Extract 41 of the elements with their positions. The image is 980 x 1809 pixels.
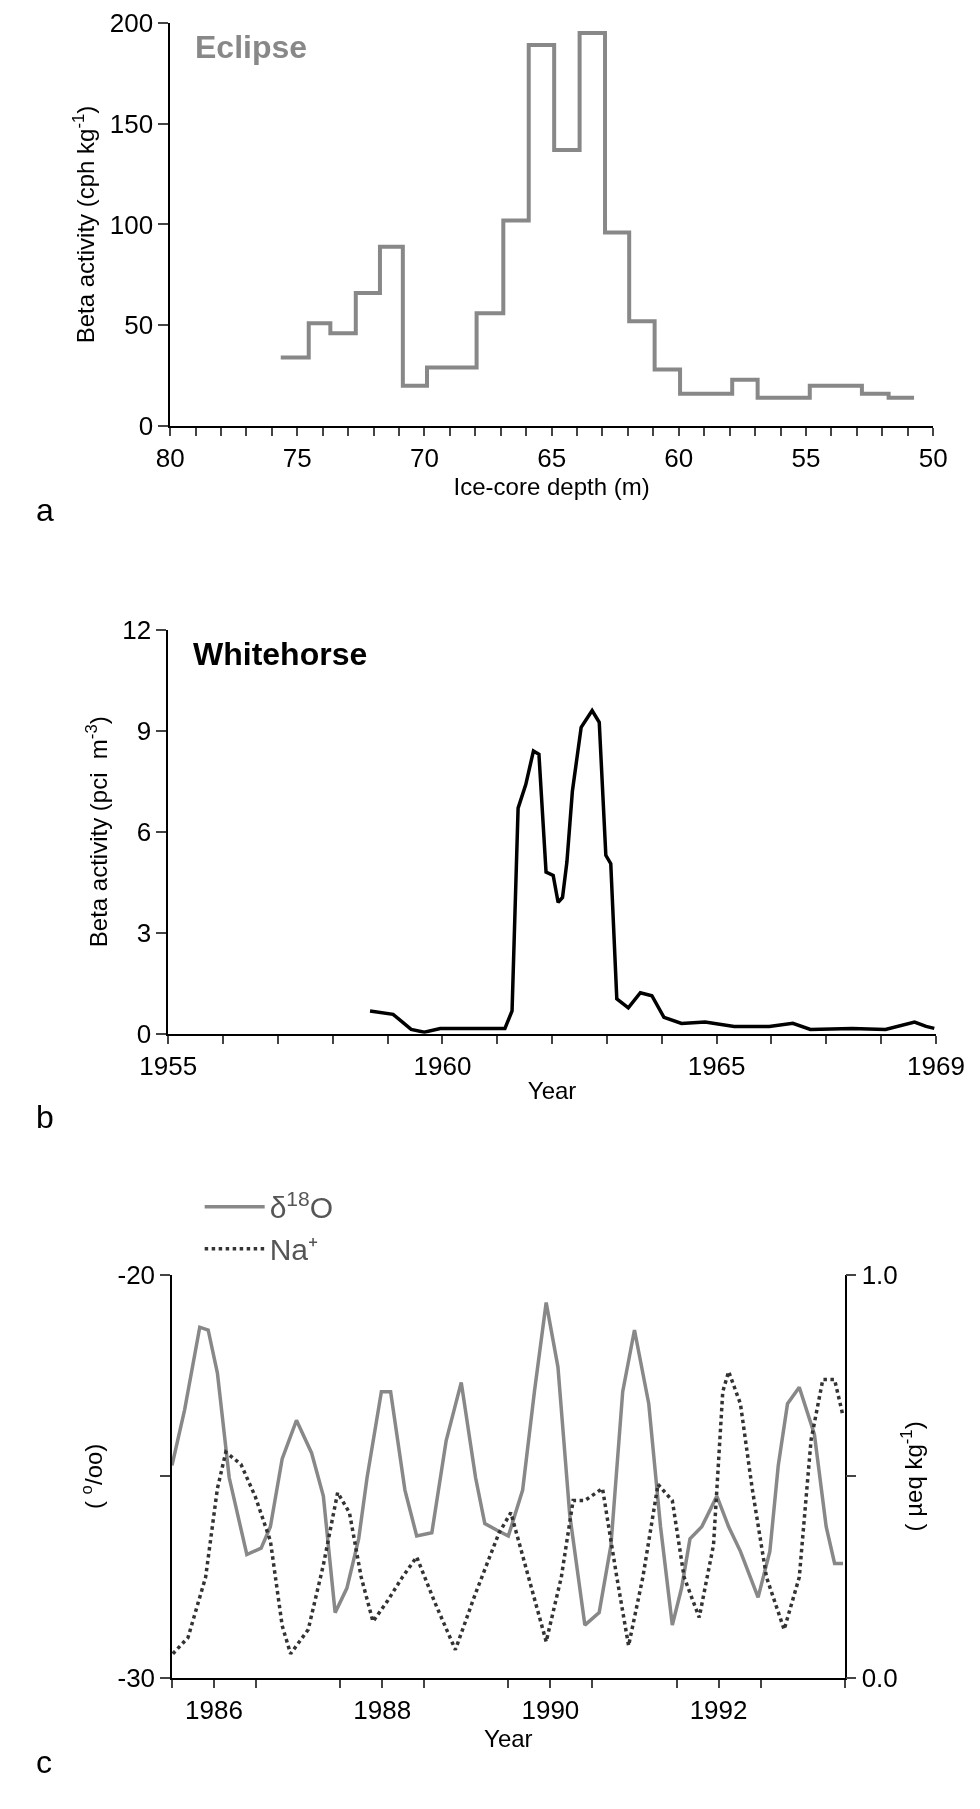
legend-label: δ$^{18}$O [269, 1186, 334, 1225]
chart-title: Whitehorse [193, 636, 368, 672]
x-tick-label: 1988 [353, 1694, 412, 1725]
x-tick-label: 80 [155, 443, 185, 474]
x-tick-label: 1986 [185, 1694, 243, 1725]
y-tick-label: 0 [138, 411, 154, 442]
x-tick-label: 1960 [413, 1050, 472, 1081]
x-axis-title: Ice-core depth (m) [453, 473, 650, 501]
x-tick-label: 75 [282, 443, 312, 474]
text: c [36, 1744, 52, 1780]
y-tick-label: -30 [117, 1663, 156, 1694]
x-tick-label: 50 [918, 443, 948, 474]
x-tick-label: 1990 [521, 1694, 580, 1725]
line-series [172, 1300, 845, 1627]
y-tick-label: 12 [122, 614, 152, 645]
x-tick-label: 65 [537, 443, 567, 474]
y-tick-label: 0 [136, 1018, 152, 1049]
y2-tick-label: 0.0 [861, 1663, 898, 1694]
y-tick-label: 150 [109, 108, 154, 139]
x-tick-label: 70 [409, 443, 439, 474]
x-axis-title: Year [527, 1076, 577, 1104]
x-axis-title: Year [484, 1724, 533, 1752]
y-tick-label: 9 [136, 715, 152, 746]
y-tick-label: 50 [124, 310, 154, 341]
x-tick-label: 1965 [687, 1050, 746, 1081]
y-tick-label: 3 [136, 917, 152, 948]
line-series [172, 1369, 845, 1656]
x-tick-label: 1955 [139, 1050, 198, 1081]
y2-tick-label: 1.0 [861, 1259, 898, 1290]
x-tick-label: 55 [791, 443, 821, 474]
y-tick-label: 6 [136, 816, 152, 847]
y-tick-label: 200 [109, 7, 154, 38]
x-tick-label: 60 [664, 443, 694, 474]
text: b [36, 1099, 54, 1135]
x-tick-label: 1969 [907, 1050, 965, 1081]
legend-label: Na⁺ [269, 1233, 319, 1267]
text: a [36, 492, 54, 528]
chart-title: Eclipse [195, 29, 308, 65]
y-tick-label: -20 [117, 1259, 156, 1290]
x-tick-label: 1992 [689, 1694, 748, 1725]
y-tick-label: 100 [109, 209, 154, 240]
